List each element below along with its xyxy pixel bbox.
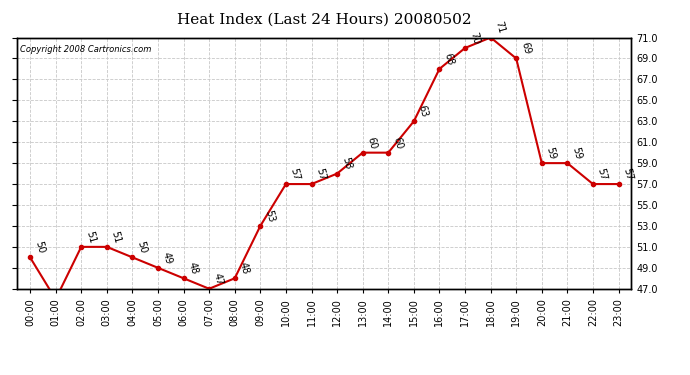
Text: 50: 50 xyxy=(135,240,148,255)
Text: 53: 53 xyxy=(263,209,276,223)
Text: 51: 51 xyxy=(110,230,122,244)
Text: 47: 47 xyxy=(212,272,225,286)
Text: 59: 59 xyxy=(544,146,558,160)
Text: 69: 69 xyxy=(519,41,532,56)
Text: 48: 48 xyxy=(186,261,199,276)
Text: 51: 51 xyxy=(84,230,97,244)
Text: 48: 48 xyxy=(237,261,250,276)
Text: 57: 57 xyxy=(595,166,609,181)
Text: 60: 60 xyxy=(391,135,404,150)
Text: 58: 58 xyxy=(340,156,353,171)
Text: 71: 71 xyxy=(493,20,506,35)
Text: 57: 57 xyxy=(314,166,327,181)
Text: 50: 50 xyxy=(33,240,46,255)
Text: 59: 59 xyxy=(570,146,583,160)
Text: 63: 63 xyxy=(417,104,429,118)
Text: Copyright 2008 Cartronics.com: Copyright 2008 Cartronics.com xyxy=(20,45,152,54)
Text: 60: 60 xyxy=(366,135,378,150)
Text: 70: 70 xyxy=(468,31,481,45)
Text: Heat Index (Last 24 Hours) 20080502: Heat Index (Last 24 Hours) 20080502 xyxy=(177,13,471,27)
Text: 57: 57 xyxy=(288,166,302,181)
Text: 46: 46 xyxy=(0,374,1,375)
Text: 68: 68 xyxy=(442,52,455,66)
Text: 57: 57 xyxy=(621,166,634,181)
Text: 49: 49 xyxy=(161,251,174,265)
